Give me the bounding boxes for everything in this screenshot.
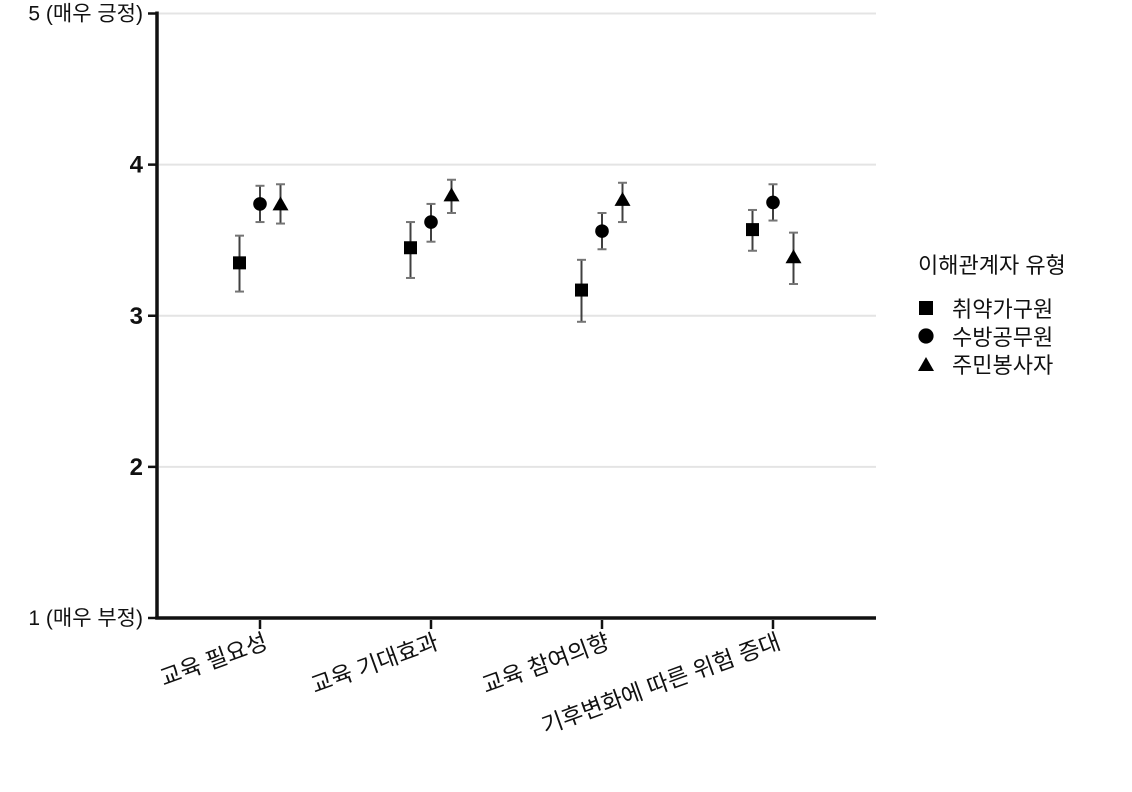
data-point-circle [766,195,780,210]
data-point-square [746,223,759,237]
data-point-square [575,283,588,297]
data-point-triangle [614,191,631,206]
triangle-marker-icon [918,357,934,371]
legend-item-square: 취약가구원 [916,294,1066,322]
y-tick-label: 2 [130,454,143,481]
data-point-square [233,256,246,270]
y-tick-label: 5 (매우 긍정) [28,3,143,26]
circle-marker-icon [918,328,934,344]
square-marker-icon [919,301,933,315]
y-tick-label: 1 (매우 부정) [28,607,143,630]
y-tick-label: 4 [130,152,144,179]
legend-label: 주민봉사자 [952,353,1054,378]
x-tick-label: 교육 참여의향 [479,628,613,698]
data-point-triangle [443,187,460,202]
legend-label: 취약가구원 [952,297,1054,322]
legend-title: 이해관계자 유형 [918,253,1066,278]
data-point-triangle [785,249,802,264]
data-point-square [404,241,417,255]
data-point-circle [424,215,438,229]
legend-label: 수방공무원 [952,325,1054,350]
data-point-circle [253,197,267,211]
y-tick-label: 3 [130,303,143,330]
x-tick-label: 교육 기대효과 [308,628,442,698]
data-point-triangle [272,196,289,211]
legend-item-circle: 수방공무원 [916,322,1066,350]
legend: 이해관계자 유형 취약가구원 수방공무원 주민봉사자 [916,248,1066,378]
data-point-circle [595,224,609,238]
x-tick-label: 교육 필요성 [156,628,270,691]
legend-item-triangle: 주민봉사자 [916,350,1066,378]
